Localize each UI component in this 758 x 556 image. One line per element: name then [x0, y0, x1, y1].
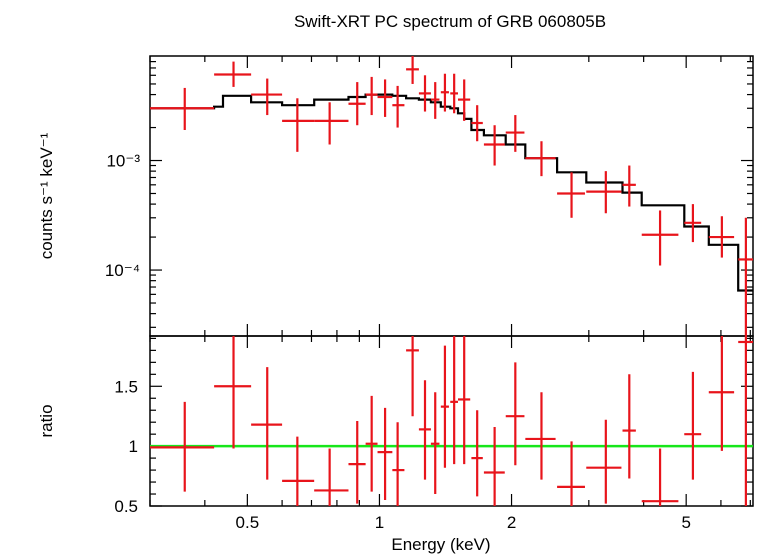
ratio-data-point: [471, 410, 483, 497]
ratio-data-point: [392, 422, 405, 506]
chart-title: Swift-XRT PC spectrum of GRB 060805B: [294, 12, 606, 31]
spectrum-data-point: [622, 165, 636, 207]
spectrum-data-point: [282, 98, 315, 152]
tick-labels: 0.5 1 2 5 10⁻³ 10⁻⁴ 0.5 1 1.5: [105, 152, 691, 532]
spectrum-data-point: [557, 172, 585, 218]
model-step-line: [150, 93, 753, 292]
ratio-data-point: [282, 436, 315, 506]
spectrum-data-point: [525, 141, 556, 177]
spectrum-data-point: [684, 204, 702, 243]
ratio-data-points: [150, 336, 753, 506]
ratio-data-point: [418, 380, 431, 480]
x-tick-label: 1: [375, 513, 384, 532]
spectrum-data-point: [586, 171, 622, 214]
ratio-y-tick-label: 0.5: [114, 497, 138, 516]
spectrum-data-point: [450, 73, 458, 114]
ratio-data-point: [365, 395, 378, 492]
x-tick-label: 0.5: [236, 513, 260, 532]
spectrum-y-tick-label: 10⁻⁴: [105, 261, 140, 280]
spectrum-y-axis-label: counts s⁻¹ keV⁻¹: [37, 132, 56, 259]
spectrum-data-point: [440, 73, 449, 112]
ratio-y-axis-label: ratio: [37, 404, 56, 437]
ratio-data-point: [708, 336, 735, 451]
spectrum-panel-frame: [149, 55, 754, 337]
ratio-data-point: [525, 392, 556, 480]
spectrum-data-point: [314, 102, 349, 145]
ratio-panel-frame: [149, 335, 754, 507]
ratio-data-point: [586, 419, 622, 504]
x-tick-label: 5: [681, 513, 690, 532]
ratio-data-point: [251, 367, 283, 480]
ratio-data-point: [738, 336, 753, 506]
ratio-data-point: [214, 336, 252, 449]
ratio-data-point: [483, 426, 505, 506]
spectrum-data-point: [392, 85, 405, 128]
spectrum-data-point: [365, 76, 378, 116]
spectrum-data-point: [418, 75, 431, 112]
x-tick-label: 2: [507, 513, 516, 532]
ratio-data-point: [348, 421, 366, 504]
spectrum-data-point: [214, 61, 252, 87]
spectrum-data-point: [348, 82, 366, 126]
spectrum-data-point: [641, 210, 679, 266]
spectrum-data-point: [708, 216, 735, 258]
spectrum-data-point: [505, 115, 525, 152]
ratio-data-point: [406, 336, 419, 417]
spectrum-data-point: [471, 105, 483, 142]
ratio-data-point: [430, 392, 440, 495]
ratio-data-point: [505, 362, 525, 466]
ratio-y-tick-label: 1.5: [114, 377, 138, 396]
spectrum-data-point: [377, 79, 393, 117]
ratio-data-point: [150, 401, 215, 492]
ratio-data-point: [377, 407, 393, 501]
spectrum-data-point: [483, 125, 505, 166]
ratio-data-point: [457, 336, 471, 465]
spectrum-data-points: [150, 56, 753, 336]
ratio-data-point: [557, 441, 585, 506]
ratio-data-point: [440, 345, 449, 468]
ratio-data-point: [314, 448, 349, 506]
spectrum-data-point: [457, 79, 471, 121]
ratio-data-point: [641, 448, 679, 506]
ratio-y-tick-label: 1: [129, 437, 138, 456]
spectrum-data-point: [406, 56, 419, 84]
spectrum-data-point: [251, 78, 283, 116]
ratio-data-point: [684, 371, 702, 480]
model-histogram: [150, 93, 753, 292]
axis-ticks: [149, 56, 753, 507]
spectrum-data-point: [738, 217, 753, 336]
spectrum-data-point: [430, 82, 440, 119]
ratio-data-point: [450, 336, 458, 465]
spectrum-data-point: [150, 87, 215, 130]
x-axis-label: Energy (keV): [391, 535, 490, 554]
spectrum-y-tick-label: 10⁻³: [106, 152, 140, 171]
ratio-data-point: [622, 374, 636, 479]
